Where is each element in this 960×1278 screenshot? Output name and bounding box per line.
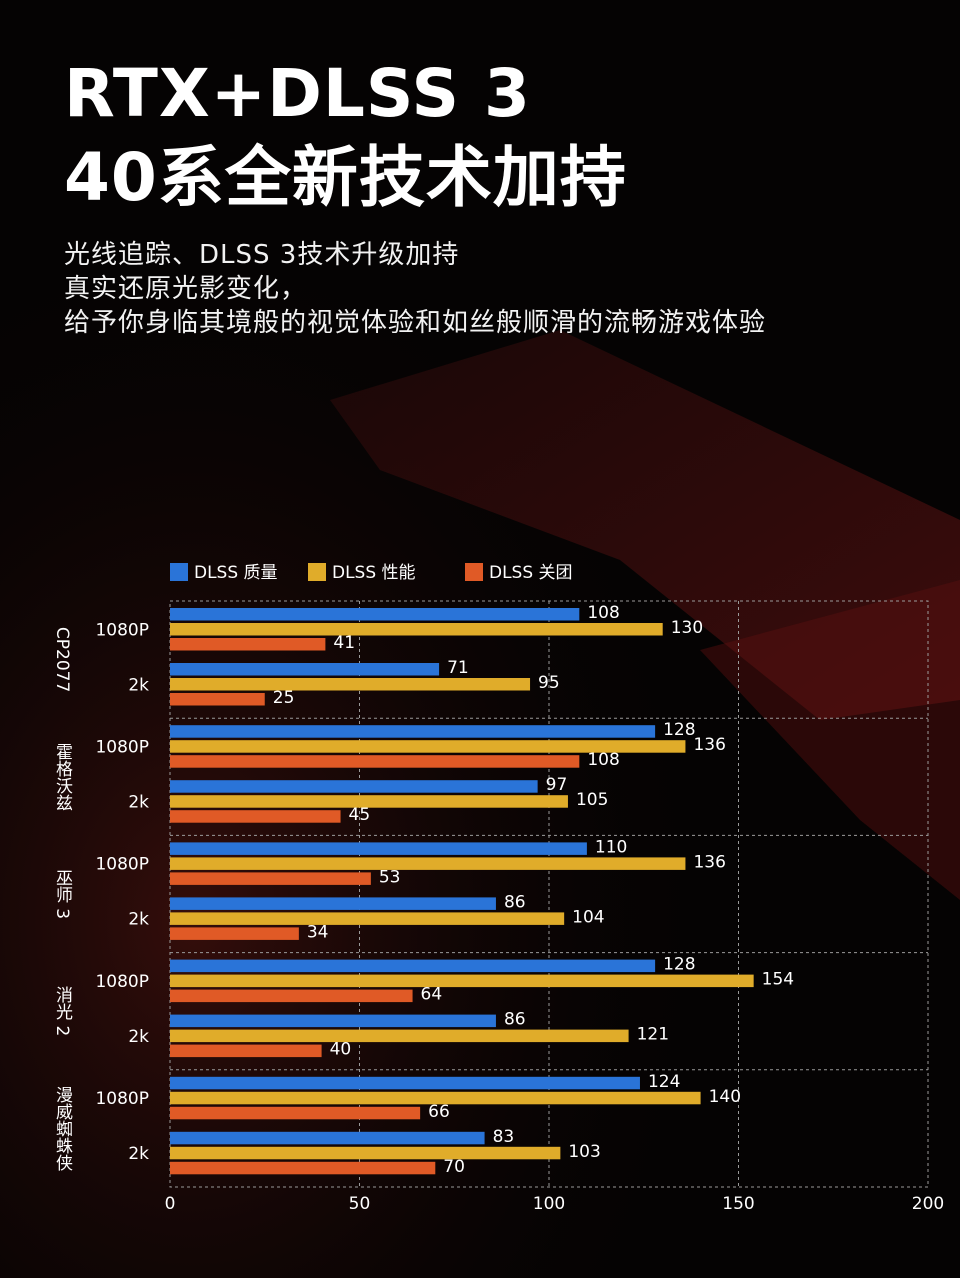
bar-value-label: 140	[709, 1087, 741, 1107]
bar-value-label: 154	[762, 970, 794, 990]
bg-red-shape	[330, 330, 960, 720]
bar	[170, 974, 754, 988]
bar-value-label: 104	[572, 907, 604, 927]
game-label: 消光 2	[52, 986, 73, 1036]
resolution-label: 1080P	[95, 620, 149, 640]
bar	[170, 678, 531, 691]
bar	[170, 1131, 485, 1145]
bar-value-label: 53	[379, 867, 401, 887]
bar	[170, 857, 686, 870]
bar	[170, 1106, 421, 1120]
bar-value-label: 128	[663, 955, 695, 975]
bar-value-label: 40	[330, 1040, 352, 1060]
bar-value-label: 136	[693, 852, 725, 872]
bar	[170, 725, 656, 738]
bar-value-label: 64	[421, 985, 443, 1005]
game-label: 漫威蜘蛛侠	[52, 1086, 73, 1171]
resolution-label: 2k	[128, 1144, 149, 1164]
bar-value-label: 95	[538, 673, 560, 693]
bar-value-label: 105	[576, 790, 608, 810]
bar-value-label: 45	[349, 805, 371, 825]
bar	[170, 989, 413, 1003]
legend-swatch	[170, 563, 188, 581]
bar	[170, 1076, 640, 1090]
legend-swatch	[465, 563, 483, 581]
subtitle-line-3: 给予你身临其境般的视觉体验和如丝般顺滑的流畅游戏体验	[64, 308, 767, 338]
resolution-label: 1080P	[95, 737, 149, 757]
resolution-label: 2k	[128, 675, 149, 695]
subtitle-line-2: 真实还原光影变化，	[64, 274, 308, 304]
subtitle-line-1: 光线追踪、DLSS 3技术升级加持	[64, 240, 460, 270]
title-line-1: RTX+DLSS 3	[64, 55, 531, 132]
bar	[170, 780, 538, 793]
bar-value-label: 71	[447, 658, 469, 678]
legend-label: DLSS 关团	[489, 563, 573, 583]
bar-value-label: 97	[546, 775, 568, 795]
bar-value-label: 108	[587, 603, 619, 623]
bar	[170, 638, 326, 651]
resolution-label: 2k	[128, 1027, 149, 1047]
bar	[170, 810, 341, 823]
game-label: CP2077	[52, 627, 72, 692]
legend-label: DLSS 性能	[332, 563, 416, 583]
bar-value-label: 83	[493, 1127, 515, 1147]
bar	[170, 663, 440, 676]
game-label: 巫师 3	[52, 869, 73, 919]
bar	[170, 872, 371, 885]
bar-value-label: 130	[671, 618, 703, 638]
bar	[170, 1014, 496, 1028]
bar	[170, 740, 686, 753]
bar	[170, 897, 496, 910]
resolution-label: 1080P	[95, 1089, 149, 1109]
x-tick-label: 200	[912, 1194, 944, 1214]
resolution-label: 1080P	[95, 855, 149, 875]
bar	[170, 608, 580, 621]
bar-value-label: 124	[648, 1072, 680, 1092]
bar-value-label: 41	[333, 633, 355, 653]
bar-value-label: 110	[595, 837, 627, 857]
subtitle: 光线追踪、DLSS 3技术升级加持 真实还原光影变化， 给予你身临其境般的视觉体…	[64, 238, 766, 340]
bar	[170, 912, 565, 925]
bar	[170, 1091, 701, 1105]
game-label: 霍格沃兹	[52, 743, 73, 811]
legend-label: DLSS 质量	[194, 563, 278, 583]
bar-value-label: 86	[504, 1010, 526, 1030]
bar-value-label: 34	[307, 922, 329, 942]
bar-value-label: 128	[663, 720, 695, 740]
bar-value-label: 108	[587, 750, 619, 770]
bar-value-label: 136	[693, 735, 725, 755]
legend-swatch	[308, 563, 326, 581]
x-tick-label: 50	[349, 1194, 371, 1214]
bg-red-shape-lower	[700, 580, 960, 900]
bar	[170, 755, 580, 768]
bar	[170, 927, 299, 940]
bar	[170, 1029, 629, 1043]
bar-value-label: 121	[637, 1025, 669, 1045]
bar-value-label: 86	[504, 892, 526, 912]
bar	[170, 623, 663, 636]
bar-value-label: 25	[273, 688, 295, 708]
resolution-label: 2k	[128, 792, 149, 812]
bar	[170, 842, 587, 855]
hero-title: RTX+DLSS 3 40系全新技术加持	[64, 52, 627, 220]
bar	[170, 1044, 322, 1058]
bar-value-label: 66	[428, 1102, 450, 1122]
x-tick-label: 0	[165, 1194, 176, 1214]
bar	[170, 693, 265, 706]
bar-value-label: 103	[568, 1142, 600, 1162]
bar	[170, 1161, 436, 1175]
bar	[170, 1146, 561, 1160]
x-tick-label: 100	[533, 1194, 565, 1214]
bar-value-label: 70	[443, 1157, 465, 1177]
bar	[170, 795, 568, 808]
bar	[170, 959, 656, 973]
title-line-2: 40系全新技术加持	[64, 139, 627, 216]
resolution-label: 2k	[128, 910, 149, 930]
resolution-label: 1080P	[95, 972, 149, 992]
x-tick-label: 150	[722, 1194, 754, 1214]
